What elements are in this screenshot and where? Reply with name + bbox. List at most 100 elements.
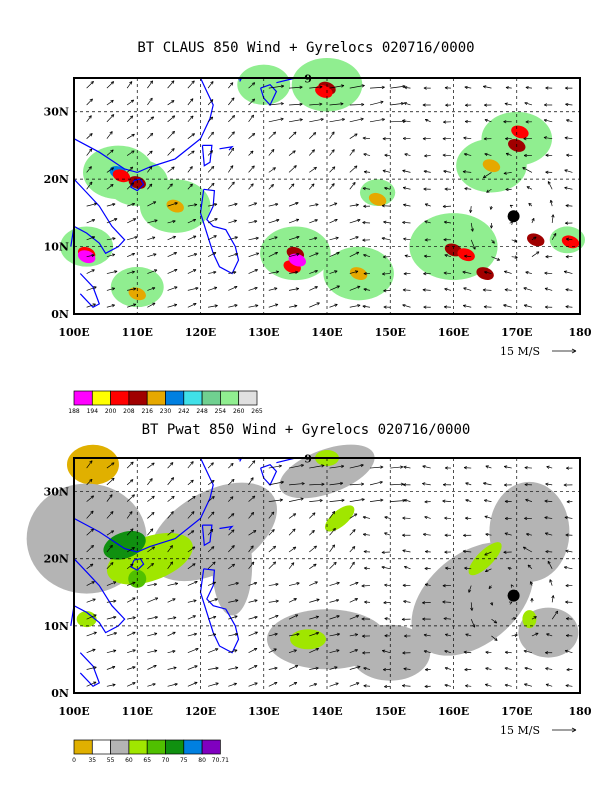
wind-arrowhead [331,149,335,153]
gyre-marker-label: 9 [304,453,312,466]
wind-arrow [106,81,115,89]
wind-arrow [442,500,452,502]
colorbar-swatch [110,390,130,406]
wind-arrow [424,220,431,224]
wind-arrow [288,219,300,224]
wind-arrow [484,119,492,123]
wind-arrow [126,182,134,190]
wind-arrowhead [111,253,116,257]
wind-arrow [106,131,113,139]
wind-arrow [106,511,114,519]
wind-arrow [208,305,218,308]
wind-arrowhead [171,100,175,104]
wind-arrow [187,581,198,586]
wind-arrowhead [170,477,175,481]
wind-arrow [349,546,356,553]
wind-arrow [126,528,134,536]
wind-arrowhead [132,649,136,653]
wind-arrow [329,499,345,502]
wind-arrowhead [113,632,118,636]
wind-arrowhead [504,516,508,521]
panel1-shading [60,57,585,309]
wind-arrowhead [443,617,447,621]
wind-arrowhead [233,219,237,223]
wind-arrow [187,615,196,620]
wind-arrowhead [472,246,476,250]
wind-arrowhead [509,221,513,225]
wind-arrowhead [272,561,277,565]
wind-arrow [309,166,317,173]
wind-arrowhead [465,103,469,107]
wind-arrow [425,119,431,123]
wind-arrow [106,287,115,291]
wind-arrowhead [444,287,448,291]
wind-arrow [349,104,365,106]
wind-arrowhead [422,137,426,141]
wind-arrowhead [424,583,429,587]
wind-arrow [187,269,197,274]
wind-arrow [268,545,276,553]
wind-arrowhead [403,498,408,502]
colorbar-swatch [183,390,203,406]
wind-arrowhead [209,116,214,120]
wind-arrow [445,633,452,637]
wind-arrow [228,513,235,519]
wind-arrowhead [92,648,96,652]
wind-arrow [491,618,498,624]
wind-arrow [288,498,304,502]
wind-arrow [309,512,316,519]
wind-arrow [207,598,218,603]
wind-arrow [248,682,258,687]
wind-arrowhead [299,118,303,122]
wind-arrow [248,530,257,536]
wind-arrowhead [340,464,345,468]
wind-arrowhead [130,182,135,186]
wind-arrowhead [565,237,570,241]
wind-arrow [147,616,158,620]
wind-arrowhead [381,649,386,653]
wind-arrow [564,516,573,519]
wind-arrowhead [131,494,135,498]
wind-arrowhead [355,581,359,585]
wind-arrowhead [334,303,338,307]
wind-arrow [228,545,235,553]
panel1-colorbar [73,390,258,406]
wind-arrowhead [211,479,215,484]
wind-arrow [349,149,355,156]
wind-arrowhead [149,132,154,137]
wind-arrow [106,184,114,190]
wind-arrow [524,102,533,106]
wind-arrow [106,562,114,570]
wind-arrowhead [422,465,426,469]
wind-arrowhead [255,252,260,256]
wind-arrow [268,615,279,620]
moist-region [290,629,327,650]
wind-arrow [288,682,298,687]
wind-arrowhead [296,582,300,586]
wind-arrowhead [565,583,569,588]
wind-arrowhead [152,682,156,687]
wind-arrowhead [154,649,158,653]
wind-arrow [86,460,93,469]
wind-arrow [363,288,371,291]
wind-arrowhead [545,482,549,486]
wind-arrow [268,667,278,670]
wind-arrow [565,103,573,106]
wind-arrow [423,634,431,637]
wind-arrow [349,85,365,89]
wind-arrowhead [111,665,116,669]
wind-arrowhead [170,511,174,515]
wind-arrow [329,304,338,308]
longitude-label: 100E [58,326,89,339]
wind-arrow [564,566,573,570]
wind-arrow [228,82,234,89]
wind-arrowhead [110,114,115,118]
wind-arrowhead [444,683,448,687]
wind-arrow [127,288,137,291]
wind-arrowhead [503,550,507,554]
longitude-label: 110E [122,326,153,339]
wind-arrow [147,495,155,502]
wind-arrowhead [271,511,275,515]
wind-arrowhead [384,186,388,190]
colorbar-tick-label: 188 [68,408,80,415]
